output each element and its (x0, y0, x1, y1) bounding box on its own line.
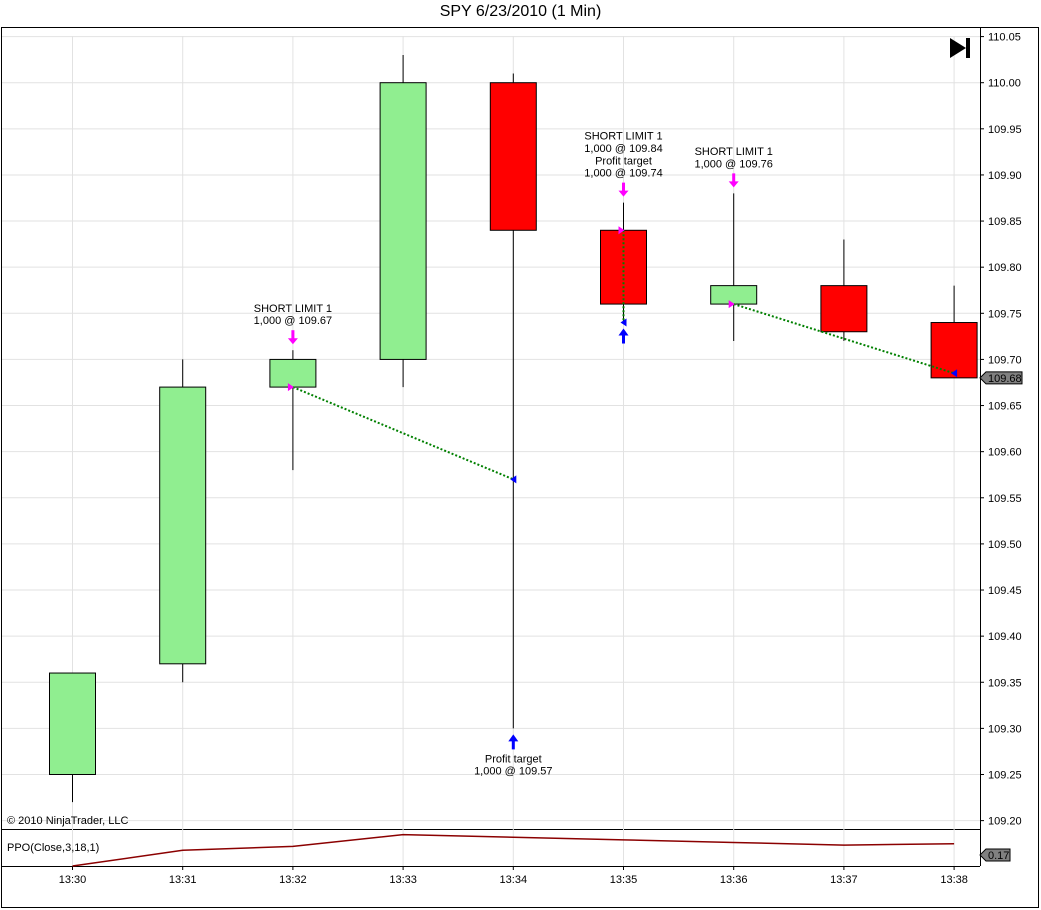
annotation-text: 1,000 @ 109.84 (584, 143, 662, 155)
chart-frame (1, 27, 1039, 908)
y-tick-label: 110.05 (988, 32, 1021, 44)
annotation-text: 1,000 @ 109.76 (694, 158, 772, 170)
copyright-text: © 2010 NinjaTrader, LLC (7, 815, 128, 827)
candles (49, 55, 978, 803)
x-tick-label: 13:30 (59, 874, 87, 886)
annotation-text: Profit target (595, 155, 652, 167)
trade-line (733, 303, 955, 375)
annotation-text: 1,000 @ 109.74 (584, 168, 662, 180)
y-tick-label: 109.85 (988, 216, 1022, 228)
y-tick-label: 109.90 (988, 170, 1022, 182)
candle-body (159, 386, 207, 665)
last-price-marker: 109.68 (979, 371, 1023, 385)
x-tick-label: 13:35 (610, 874, 638, 886)
annotation-text: 1,000 @ 109.57 (474, 766, 552, 778)
y-tick-label: 109.45 (988, 585, 1022, 597)
entry-marker (618, 226, 625, 235)
time-axis-ticks: 13:30 13:31 13:32 13:33 13:34 13:35 13:36 13:37… (59, 866, 968, 886)
annotation-text: SHORT LIMIT 1 (254, 303, 332, 315)
y-tick-label: 109.80 (988, 262, 1022, 274)
candle-body (820, 285, 868, 333)
exit-marker (510, 475, 517, 484)
candle-body (379, 82, 427, 360)
annotation-text: Profit target (485, 753, 542, 765)
annotation-text: SHORT LIMIT 1 (584, 131, 662, 143)
sell-arrow-icon (287, 330, 298, 345)
y-tick-label: 110.00 (988, 78, 1021, 90)
y-tick-label: 109.95 (988, 124, 1022, 136)
exit-marker (620, 318, 627, 327)
x-tick-label: 13:34 (500, 874, 528, 886)
y-tick-label: 109.35 (988, 677, 1022, 689)
y-tick-label: 109.65 (988, 401, 1022, 413)
x-tick-label: 13:36 (720, 874, 748, 886)
x-tick-label: 13:38 (940, 874, 968, 886)
skip-to-end-icon[interactable] (950, 38, 970, 58)
x-tick-label: 13:33 (389, 874, 417, 886)
candle-body (489, 82, 537, 231)
y-tick-label: 109.75 (988, 308, 1022, 320)
annotation-text: SHORT LIMIT 1 (695, 146, 773, 158)
x-tick-label: 13:37 (830, 874, 858, 886)
indicator-value-marker: 0.17 (979, 848, 1011, 862)
y-tick-label: 109.50 (988, 539, 1022, 551)
y-tick-label: 109.25 (988, 770, 1022, 782)
sell-arrow-icon (618, 182, 629, 197)
x-tick-label: 13:31 (169, 874, 197, 886)
candle-body (49, 672, 96, 776)
candle-body (710, 285, 758, 305)
y-tick-label: 109.70 (988, 354, 1022, 366)
chart-title: SPY 6/23/2010 (1 Min) (439, 3, 602, 20)
last-price-label: 109.68 (988, 373, 1022, 385)
candle-body (269, 358, 317, 388)
indicator-value-label: 0.17 (988, 850, 1009, 862)
indicator-panel (72, 833, 955, 867)
exit-marker (951, 369, 958, 378)
annotation-text: 1,000 @ 109.67 (254, 315, 332, 327)
y-tick-label: 109.40 (988, 631, 1022, 643)
x-tick-label: 13:32 (279, 874, 307, 886)
indicator-name: PPO(Close,3,18,1) (7, 842, 99, 854)
candle-body (930, 322, 978, 379)
trade-lines (287, 226, 958, 484)
sell-arrow-icon (728, 173, 739, 188)
buy-arrow-icon (508, 734, 519, 750)
ppo-line (72, 833, 955, 867)
y-tick-label: 109.30 (988, 723, 1022, 735)
y-tick-label: 109.55 (988, 493, 1022, 505)
entry-marker (287, 383, 294, 392)
y-tick-label: 109.20 (988, 816, 1022, 828)
y-tick-label: 109.60 (988, 447, 1022, 459)
price-axis-ticks: 110.05 110.00 109.95 109.90 109.85 109.80 109.… (980, 32, 1022, 828)
buy-arrow-icon (618, 328, 629, 344)
entry-marker (728, 300, 735, 309)
